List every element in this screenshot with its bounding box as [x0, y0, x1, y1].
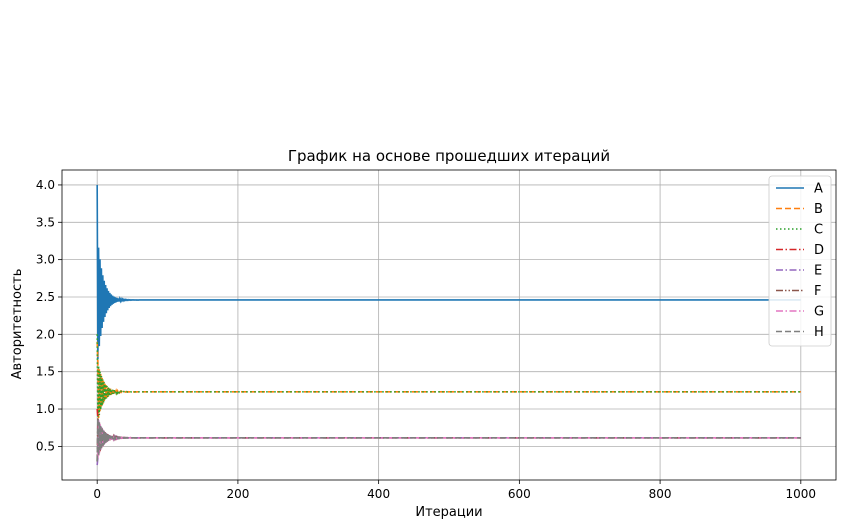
x-tick-label: 200: [226, 487, 249, 501]
legend-label-h: H: [814, 325, 824, 340]
y-tick-label: 1.5: [36, 365, 55, 379]
series-line-c: [96, 334, 801, 422]
y-axis-label: Авторитетность: [10, 269, 25, 380]
legend-label-b: B: [814, 202, 823, 217]
series-line-a: [96, 184, 801, 360]
y-tick-label: 2.0: [36, 327, 55, 341]
legend-box: [768, 175, 832, 347]
legend-label-d: D: [814, 243, 824, 258]
grid: [62, 170, 836, 480]
y-tick-label: 0.5: [36, 439, 55, 453]
legend-label-g: G: [814, 305, 824, 320]
x-tick-label: 0: [93, 487, 101, 501]
y-tick-label: 4.0: [36, 178, 55, 192]
legend-label-c: C: [814, 223, 823, 238]
y-tick-label: 3.5: [36, 215, 55, 229]
legend-label-e: E: [814, 264, 822, 279]
x-tick-label: 400: [367, 487, 390, 501]
legend-label-a: A: [814, 182, 823, 197]
x-tick-label: 1000: [786, 487, 817, 501]
x-tick-label: 800: [649, 487, 672, 501]
series-line-h: [96, 418, 801, 462]
y-tick-label: 3.0: [36, 253, 55, 267]
axes-frame: [61, 169, 837, 481]
x-tick-label: 600: [508, 487, 531, 501]
axis-ticks: 0 200 400 600 800 1000 0.5 1.0 1.5 2.0 2.5 3.0 3.5 4.…: [36, 178, 816, 501]
chart-title: График на основе прошедших итераций: [288, 147, 610, 165]
y-tick-label: 1.0: [36, 402, 55, 416]
x-axis-label: Итерации: [415, 505, 482, 520]
plot-area: [96, 184, 801, 466]
legend-label-f: F: [814, 284, 821, 299]
y-tick-label: 2.5: [36, 290, 55, 304]
